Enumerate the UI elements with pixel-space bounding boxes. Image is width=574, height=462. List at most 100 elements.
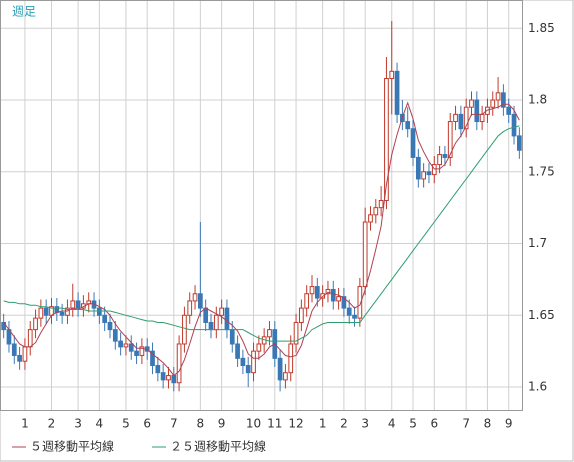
x-tick-label: 8 — [484, 417, 492, 431]
candle-body — [516, 135, 522, 151]
candle-body — [192, 293, 198, 302]
candle-body — [235, 343, 240, 359]
candle-body — [362, 221, 368, 288]
candle-body — [38, 307, 44, 319]
candle-body — [128, 343, 134, 352]
legend-label: ５週移動平均線 — [30, 439, 114, 454]
x-tick-label: 1 — [21, 417, 29, 431]
x-tick-label: 6 — [430, 417, 438, 431]
candle-body — [474, 99, 480, 123]
candle-body — [357, 286, 363, 319]
candle-body — [43, 307, 49, 316]
candle-body — [453, 113, 458, 123]
candle-body — [118, 340, 123, 348]
candle-body — [405, 121, 411, 130]
candle-body — [22, 346, 28, 362]
candle-body — [352, 314, 357, 319]
candle-body — [384, 77, 389, 201]
candle-body — [75, 300, 81, 309]
y-tick-label: 1.85 — [528, 21, 555, 35]
x-tick-label: 9 — [505, 417, 513, 431]
candle-body — [134, 350, 139, 356]
candle-body — [107, 321, 113, 331]
candle-body — [490, 99, 496, 108]
candle-body — [277, 357, 283, 381]
x-tick-label: 8 — [197, 417, 205, 431]
candle-body — [256, 343, 262, 352]
candle-body — [511, 113, 517, 137]
candle-body — [410, 128, 416, 158]
x-tick-label: 5 — [409, 417, 417, 431]
x-tick-label: 4 — [388, 417, 396, 431]
candle-body — [293, 321, 299, 345]
candle-body — [341, 296, 347, 309]
candle-body — [368, 214, 373, 223]
candle-body — [155, 365, 161, 374]
candle-body — [96, 307, 102, 316]
x-tick-label: 3 — [74, 417, 82, 431]
y-tick-label: 1.75 — [528, 164, 555, 178]
y-tick-label: 1.8 — [528, 93, 547, 107]
x-tick-label: 9 — [218, 417, 226, 431]
candle-body — [187, 300, 193, 316]
candle-body — [336, 296, 341, 302]
candle-body — [17, 354, 22, 362]
candle-body — [267, 329, 272, 338]
candle-body — [150, 350, 155, 367]
y-tick-label: 1.7 — [528, 236, 547, 250]
candle-body — [442, 154, 448, 158]
candle-body — [59, 311, 65, 316]
candle-body — [229, 329, 235, 345]
x-tick-label: 2 — [48, 417, 56, 431]
x-tick-label: 7 — [170, 417, 178, 431]
candle-body — [325, 288, 331, 295]
x-tick-label: 11 — [267, 417, 282, 431]
candle-body — [463, 106, 469, 130]
candle-body — [304, 293, 310, 309]
candle-body — [431, 164, 437, 176]
candle-body — [112, 329, 118, 342]
candle-body — [378, 199, 384, 209]
candle-body — [224, 307, 230, 331]
candle-body — [288, 343, 294, 374]
x-tick-label: 6 — [143, 417, 151, 431]
candle-body — [123, 343, 129, 348]
x-tick-label: 12 — [288, 417, 303, 431]
candle-body — [346, 307, 352, 316]
candle-body — [495, 92, 501, 101]
candle-body — [485, 106, 490, 115]
candle-body — [394, 70, 400, 115]
legend-label: ２５週移動平均線 — [170, 439, 266, 454]
candle-body — [65, 307, 70, 316]
chart-title: 週足 — [12, 5, 36, 19]
candle-body — [33, 317, 38, 331]
candle-body — [245, 365, 251, 374]
x-tick-label: 5 — [122, 417, 130, 431]
candle-body — [415, 156, 421, 180]
candle-body — [139, 346, 145, 356]
moving-average-line — [3, 101, 520, 377]
candle-body — [198, 293, 203, 309]
x-tick-label: 3 — [361, 417, 369, 431]
candle-body — [479, 113, 485, 123]
candle-body — [447, 121, 453, 158]
x-tick-label: 7 — [462, 417, 470, 431]
candle-body — [251, 350, 256, 374]
candle-body — [219, 307, 224, 316]
candle-body — [213, 314, 219, 331]
candle-body — [506, 106, 512, 115]
candle-body — [458, 113, 464, 130]
candle-body — [314, 286, 320, 299]
candle-body — [299, 307, 304, 323]
candle-body — [160, 372, 166, 381]
y-tick-label: 1.65 — [528, 308, 555, 322]
candle-body — [389, 70, 395, 79]
candle-body — [182, 314, 187, 345]
moving-average-line — [3, 125, 520, 342]
x-tick-label: 1 — [319, 417, 327, 431]
candle-body — [11, 343, 17, 356]
candle-body — [373, 207, 379, 216]
y-tick-label: 1.6 — [528, 380, 547, 394]
candle-body — [501, 92, 506, 108]
